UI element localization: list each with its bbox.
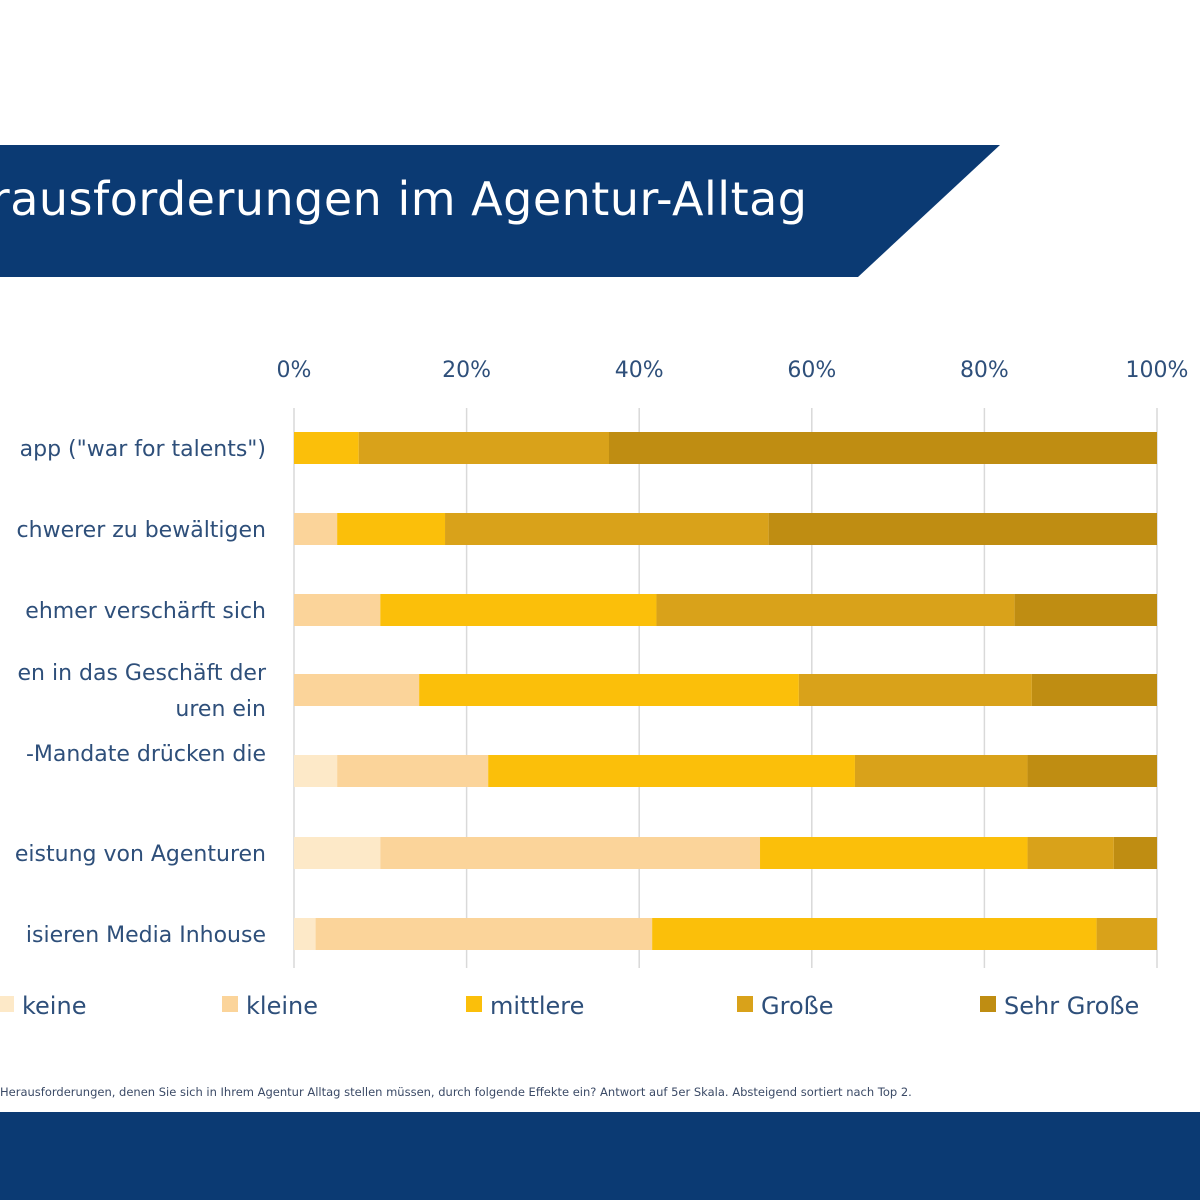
- bar-segment: [445, 513, 769, 545]
- bar-segment: [760, 837, 1028, 869]
- category-label: app ("war for talents"): [20, 437, 266, 462]
- category-label: isieren Media Inhouse: [26, 923, 266, 948]
- bar-segment: [768, 513, 1157, 545]
- legend-swatch: [0, 996, 14, 1012]
- bar-segment: [294, 755, 338, 787]
- bar-segment: [798, 674, 1032, 706]
- bar-segment: [1027, 837, 1114, 869]
- title-banner-shape: [0, 145, 1000, 277]
- bar-segment: [294, 513, 338, 545]
- bar-segment: [337, 513, 446, 545]
- footnote: Herausforderungen, denen Sie sich in Ihr…: [0, 1085, 912, 1099]
- legend-label: keine: [22, 992, 86, 1020]
- legend-label: mittlere: [490, 992, 584, 1020]
- category-label: -Mandate drücken die: [26, 742, 266, 767]
- stacked-bar-chart: 0% 20% 40% 60% 80% 100% app ("war for talents"…: [0, 358, 1189, 1020]
- bar-segment: [337, 755, 489, 787]
- bar-segment: [656, 594, 1015, 626]
- category-label: ehmer verschärft sich: [25, 599, 266, 624]
- bar-segment: [294, 837, 381, 869]
- category-label: uren ein: [175, 697, 266, 722]
- bar-segment: [358, 432, 609, 464]
- bar-segment: [380, 594, 657, 626]
- category-label: eistung von Agenturen: [15, 842, 266, 867]
- bar-segment: [380, 837, 761, 869]
- bar-segment: [608, 432, 1157, 464]
- legend-label: Große: [761, 992, 834, 1020]
- x-tick-label: 40%: [615, 358, 664, 383]
- bar-segment: [315, 918, 653, 950]
- bar-segment: [294, 594, 381, 626]
- bar-segment: [294, 432, 359, 464]
- chart-title: erausforderungen im Agentur-Alltag: [0, 172, 808, 226]
- bar-segment: [854, 755, 1028, 787]
- bar-segment: [1014, 594, 1157, 626]
- legend-label: Sehr Große: [1004, 992, 1139, 1020]
- bar-segment: [1027, 755, 1157, 787]
- bar-segment: [294, 674, 420, 706]
- bar-segment: [294, 918, 316, 950]
- x-tick-label: 0%: [277, 358, 312, 383]
- legend-label: kleine: [246, 992, 318, 1020]
- x-tick-label: 100%: [1126, 358, 1189, 383]
- category-label: chwerer zu bewältigen: [17, 518, 266, 543]
- legend-swatch: [222, 996, 238, 1012]
- bar-segment: [1031, 674, 1157, 706]
- bar-segment: [652, 918, 1097, 950]
- bar-segment: [488, 755, 855, 787]
- category-label: en in das Geschäft der: [17, 661, 266, 686]
- bar-segment: [1113, 837, 1157, 869]
- legend-swatch: [737, 996, 753, 1012]
- legend-swatch: [466, 996, 482, 1012]
- x-tick-label: 60%: [787, 358, 836, 383]
- bar-segment: [419, 674, 799, 706]
- legend-swatch: [980, 996, 996, 1012]
- x-tick-label: 20%: [442, 358, 491, 383]
- bottom-band: [0, 1112, 1200, 1200]
- bar-segment: [1096, 918, 1157, 950]
- x-tick-label: 80%: [960, 358, 1009, 383]
